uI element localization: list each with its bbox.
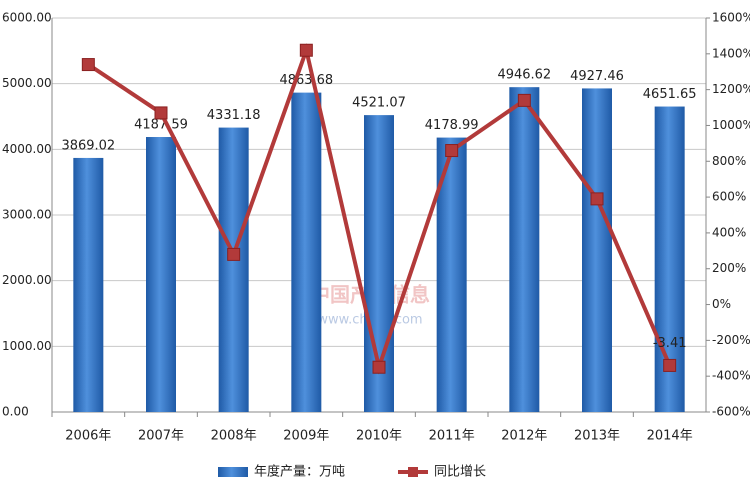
y-tick-label: 4000.00 (2, 142, 52, 156)
y-tick-label: 2000.00 (2, 273, 52, 287)
bar (291, 92, 322, 412)
bar (582, 88, 612, 413)
line-marker (372, 360, 386, 374)
bar (73, 157, 104, 412)
bar (509, 87, 540, 413)
y2-tick-label: 1400% (712, 46, 750, 60)
bar-value-label: 4331.18 (207, 108, 261, 123)
bar-value-label: 4178.99 (425, 118, 479, 133)
x-tick-label: 2011年 (429, 429, 475, 444)
line-marker (590, 192, 604, 206)
bar (218, 127, 249, 412)
bar-value-label: 4187.59 (134, 118, 188, 133)
y2-tick-label: -600% (712, 405, 750, 419)
line-marker (445, 144, 459, 158)
y2-tick-label: -400% (712, 369, 750, 383)
y2-tick-label: 0% (712, 297, 731, 311)
y-tick-label: 5000.00 (2, 76, 52, 90)
y2-tick-label: 400% (712, 225, 746, 239)
y2-tick-label: 600% (712, 190, 746, 204)
x-tick-label: 2013年 (574, 429, 620, 444)
y2-tick-label: 800% (712, 154, 746, 168)
x-tick-label: 2010年 (356, 429, 402, 444)
y-tick-label: 3000.00 (2, 208, 52, 222)
y2-tick-label: 1600% (712, 11, 750, 25)
line-marker (299, 43, 313, 57)
line-marker (663, 358, 677, 372)
bar-value-label: 3869.02 (61, 138, 115, 153)
bar-value-label: 4651.65 (643, 87, 697, 102)
y-tick-label: 6000.00 (2, 11, 52, 25)
legend-label: 年度产量：万吨 (254, 464, 345, 480)
line-marker (154, 106, 168, 120)
bar (146, 137, 176, 412)
bar-value-label: 4927.46 (570, 69, 624, 84)
y2-tick-label: 200% (712, 261, 746, 275)
legend-swatch (218, 467, 248, 477)
line-marker (517, 93, 531, 107)
legend-marker (408, 467, 418, 477)
x-tick-label: 2006年 (65, 429, 111, 444)
y2-tick-label: 1200% (712, 82, 750, 96)
x-tick-label: 2009年 (283, 429, 329, 444)
line-marker (81, 58, 95, 72)
y2-tick-label: 1000% (712, 118, 750, 132)
bar-value-label: 4863.68 (279, 73, 333, 88)
x-tick-label: 2008年 (211, 429, 257, 444)
bar-value-label: 4521.07 (352, 96, 406, 111)
y2-tick-label: -200% (712, 333, 750, 347)
x-tick-label: 2014年 (647, 429, 693, 444)
x-tick-label: 2012年 (501, 429, 547, 444)
x-tick-label: 2007年 (138, 429, 184, 444)
bar-value-label: 4946.62 (497, 68, 551, 83)
y-tick-label: 0.00 (2, 405, 29, 419)
legend-label: 同比增长 (434, 465, 486, 480)
y-tick-label: 1000.00 (2, 339, 52, 353)
annotation: -3.41 (653, 336, 687, 351)
line-marker (227, 247, 241, 261)
